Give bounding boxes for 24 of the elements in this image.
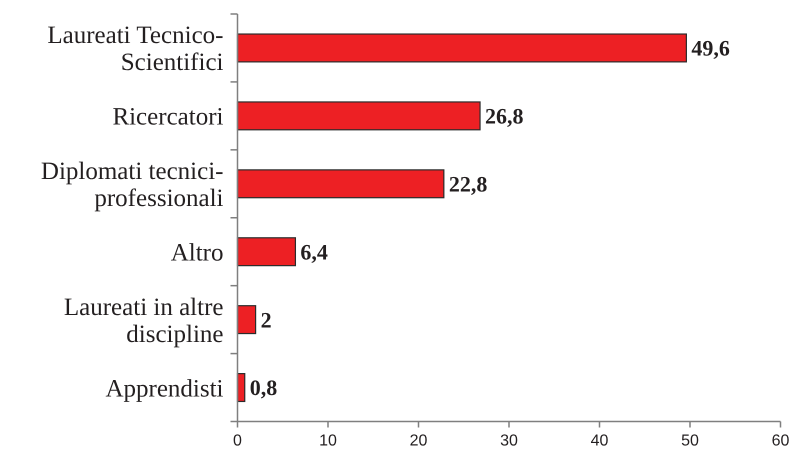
bar — [236, 33, 687, 62]
x-tick-label: 0 — [233, 432, 242, 450]
y-tick-label: Apprendisti — [105, 375, 224, 402]
y-tick-label: Ricercatori — [112, 104, 224, 131]
data-label: 22,8 — [448, 171, 488, 196]
data-label: 49,6 — [691, 36, 730, 61]
x-tick-label: 20 — [410, 432, 428, 450]
data-label: 26,8 — [485, 104, 524, 129]
y-tick-label: Diplomati tecnici- professionali — [40, 158, 224, 212]
x-tick-label: 10 — [319, 432, 337, 450]
data-label: 6,4 — [300, 239, 328, 264]
y-tick-label: Altro — [170, 239, 224, 266]
x-tick-label: 50 — [681, 432, 699, 450]
bar — [236, 101, 481, 130]
bar — [236, 169, 444, 198]
bar — [236, 305, 256, 334]
y-tick-label: Laureati in altre discipline — [64, 294, 224, 348]
y-tick-label: Laureati Tecnico- Scientifici — [47, 22, 224, 76]
x-tick-label: 40 — [590, 432, 608, 450]
data-label: 2 — [260, 307, 272, 332]
x-tick-label: 30 — [500, 432, 518, 450]
data-label: 0,8 — [250, 375, 278, 400]
x-tick-label: 60 — [772, 432, 790, 450]
bar — [236, 237, 296, 266]
